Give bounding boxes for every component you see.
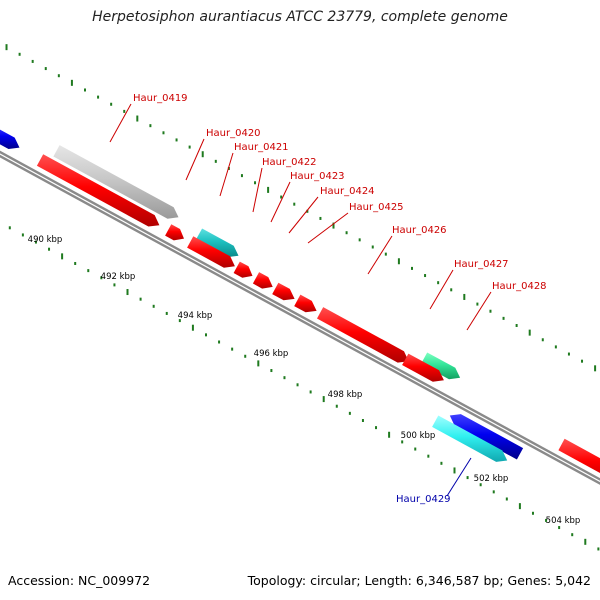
gene-label-haur-0429[interactable]: Haur_0429: [396, 494, 451, 505]
gene-arrow-haur-0428[interactable]: [402, 353, 444, 382]
gene-label-haur-0427[interactable]: Haur_0427: [454, 259, 509, 270]
ruler-label: 490 kbp: [28, 235, 63, 245]
gene-label-leader: [185, 138, 205, 181]
gene-arrow-haur-0423[interactable]: [252, 272, 273, 289]
gene-label-haur-0422[interactable]: Haur_0422: [262, 157, 317, 168]
ruler-label: 496 kbp: [254, 349, 289, 359]
gene-arrow-haur-0421[interactable]: [187, 236, 235, 268]
gene-arrow-haur-0424[interactable]: [272, 282, 295, 301]
gene-label-leader: [367, 235, 393, 275]
gene-label-haur-0419[interactable]: Haur_0419: [133, 93, 188, 104]
gene-arrow-haur-0425[interactable]: [294, 294, 317, 313]
backbone: [0, 150, 600, 485]
gene-arrow-haur-0429[interactable]: [432, 415, 508, 462]
ruler-layer: 490 kbp 492 kbp 494 kbp 496 kbp 498 kbp 500 k…: [5, 44, 600, 551]
map-title: Herpetosiphon aurantiacus ATCC 23779, co…: [92, 9, 508, 25]
gene-label-leader: [446, 457, 472, 497]
gene-arrow-gene-red-long-1[interactable]: [36, 154, 160, 227]
gene-label-haur-0423[interactable]: Haur_0423: [290, 171, 345, 182]
gene-label-haur-0425[interactable]: Haur_0425: [349, 202, 404, 213]
gene-arrow-gene-red-small-1[interactable]: [165, 224, 184, 241]
ruler-label: 502 kbp: [474, 474, 509, 484]
gene-label-leader: [252, 167, 263, 213]
gene-label-leader: [429, 269, 454, 310]
gene-arrow-gene-edge-left[interactable]: [0, 126, 20, 149]
gene-label-haur-0420[interactable]: Haur_0420: [206, 128, 261, 139]
gene-label-leader: [219, 152, 234, 197]
gene-arrow-gene-edge-right[interactable]: [558, 438, 600, 488]
gene-label-haur-0426[interactable]: Haur_0426: [392, 225, 447, 236]
gene-label-leader: [466, 291, 492, 331]
ruler-label: 494 kbp: [178, 311, 213, 321]
ruler-label: 504 kbp: [546, 516, 581, 526]
gene-arrow-haur-0419[interactable]: [53, 145, 179, 219]
gene-label-leader: [270, 181, 291, 223]
ruler-label: 498 kbp: [328, 390, 363, 400]
gene-arrow-haur-0420[interactable]: [195, 228, 239, 258]
gene-arrow-haur-0422[interactable]: [233, 261, 253, 278]
ruler-label: 492 kbp: [101, 272, 136, 282]
gene-label-haur-0428[interactable]: Haur_0428: [492, 281, 547, 292]
gene-label-haur-0424[interactable]: Haur_0424: [320, 186, 375, 197]
gene-label-leader: [288, 196, 319, 234]
ruler-label: 500 kbp: [401, 431, 436, 441]
gene-label-leader: [109, 103, 132, 143]
gene-arrow-haur-0427[interactable]: [421, 352, 461, 380]
accession-text: Accession: NC_009972: [8, 573, 151, 588]
gene-layer: [0, 126, 600, 488]
backbone-highlight: [0, 153, 600, 483]
gene-label-haur-0421[interactable]: Haur_0421: [234, 142, 289, 153]
topology-text: Topology: circular; Length: 6,346,587 bp…: [247, 573, 591, 588]
gene-arrow-gene-blue-1[interactable]: [449, 414, 524, 460]
gene-arrow-haur-0426[interactable]: [317, 307, 409, 363]
label-layer: Haur_0419 Haur_0420 Haur_0421 Haur_0422 Haur…: [109, 93, 547, 505]
gene-label-leader: [307, 212, 349, 244]
